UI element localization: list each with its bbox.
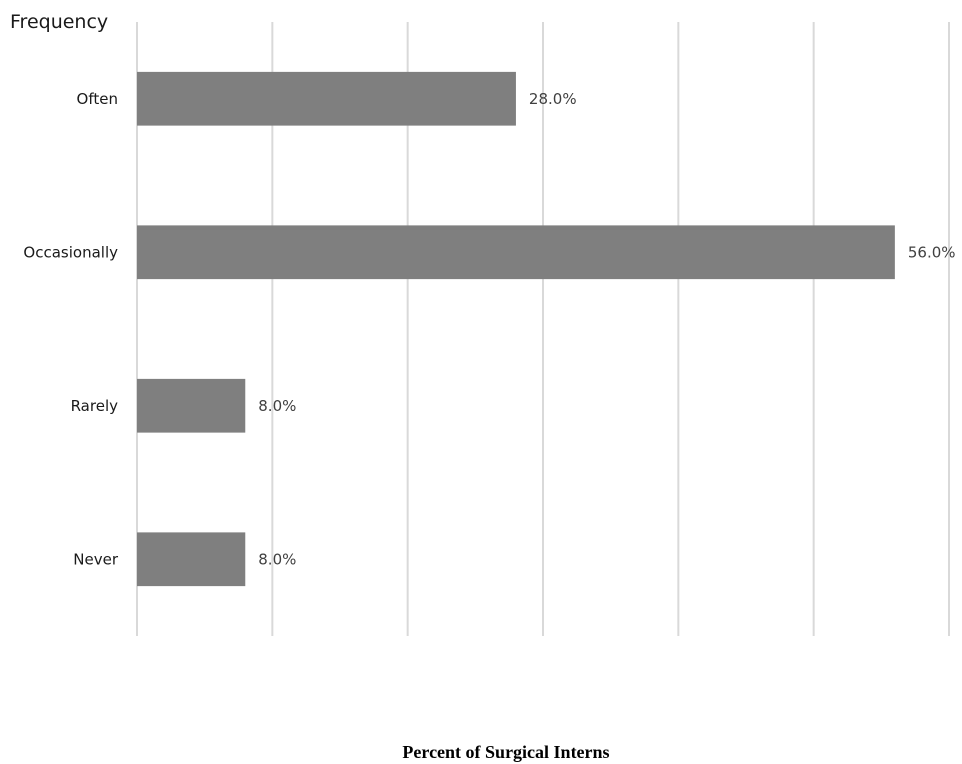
bar-rarely: [137, 378, 246, 433]
data-labels: 28.0% 56.0% 8.0% 8.0%: [258, 90, 955, 569]
data-label-rarely: 8.0%: [258, 397, 296, 415]
x-axis-title: Percent of Surgical Interns: [402, 742, 609, 762]
category-label-rarely: Rarely: [71, 397, 119, 415]
bar-never: [137, 532, 246, 587]
category-label-occasionally: Occasionally: [23, 243, 118, 261]
category-label-often: Often: [77, 90, 118, 108]
bar-often: [137, 71, 516, 126]
data-label-never: 8.0%: [258, 550, 296, 568]
data-label-occasionally: 56.0%: [908, 243, 956, 261]
data-label-often: 28.0%: [529, 90, 577, 108]
category-labels: Often Occasionally Rarely Never: [23, 90, 118, 569]
bar-occasionally: [137, 225, 895, 280]
y-axis-title: Frequency: [10, 11, 108, 33]
bars: [137, 71, 895, 587]
category-label-never: Never: [73, 550, 119, 568]
